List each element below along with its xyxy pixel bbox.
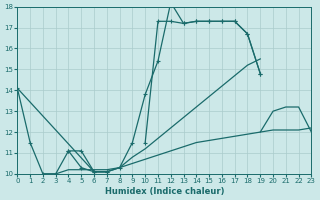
X-axis label: Humidex (Indice chaleur): Humidex (Indice chaleur) — [105, 187, 224, 196]
